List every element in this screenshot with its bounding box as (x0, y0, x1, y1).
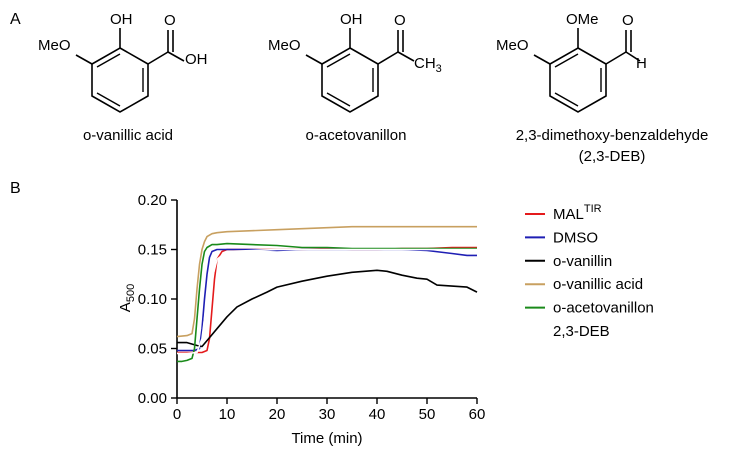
legend-label-4: o-vanillic acid (553, 276, 643, 293)
x-axis-label: Time (min) (291, 430, 362, 447)
ortho-group-label-2: OH (340, 11, 363, 28)
legend-label-1: MALTIR (553, 203, 602, 223)
methoxy-label-3: MeO (496, 37, 529, 54)
x-tick-label: 0 (173, 406, 181, 423)
carbonyl-oxygen-label-3: O (622, 12, 634, 29)
carbonyl-oxygen-label-2: O (394, 12, 406, 29)
methoxy-label-2: MeO (268, 37, 301, 54)
methoxy-label-1: MeO (38, 37, 71, 54)
substituent-label-3: H (636, 55, 647, 72)
x-tick-label: 30 (319, 406, 336, 423)
series-line-3 (177, 269, 478, 348)
substituent-label-2: CH3 (414, 55, 442, 75)
chart-series (176, 225, 478, 363)
x-tick-label: 20 (269, 406, 286, 423)
legend-label-5: o-acetovanillon (553, 300, 654, 317)
legend-label-6: 2,3-DEB (553, 323, 610, 340)
y-tick-label: 0.05 (138, 341, 167, 358)
y-axis-label: A500 (117, 284, 137, 312)
chart-legend: MALTIR DMSO o-vanillin o-vanillic acid o-ace… (525, 203, 654, 340)
x-tick-label: 50 (419, 406, 436, 423)
compound-structure-3: OMe MeO O H (496, 11, 647, 113)
series-line-1 (177, 246, 477, 354)
series-line-2 (177, 248, 477, 352)
y-tick-label: 0.00 (138, 390, 167, 407)
compound-name-2: o-acetovanillon (306, 127, 407, 144)
series-line-4 (176, 225, 477, 338)
y-tick-label: 0.10 (138, 291, 167, 308)
legend-label-2: DMSO (553, 229, 598, 246)
ortho-group-label-3: OMe (566, 11, 599, 28)
legend-label-3: o-vanillin (553, 253, 612, 270)
compound-structure-2: OH MeO O CH3 (268, 11, 442, 113)
compound-structure-1: OH MeO O OH (38, 11, 208, 113)
compound-name-1: o-vanillic acid (83, 127, 173, 144)
chart-tick-labels: 0.00 0.05 0.10 0.15 0.20 0 10 20 30 40 50 60 (138, 192, 486, 423)
panel-a-label: A (10, 11, 21, 28)
ortho-group-label-1: OH (110, 11, 133, 28)
x-tick-label: 40 (369, 406, 386, 423)
substituent-label-1: OH (185, 51, 208, 68)
y-tick-label: 0.20 (138, 192, 167, 209)
compound-name-3-line2: (2,3-DEB) (579, 148, 646, 165)
compound-name-3: 2,3-dimethoxy-benzaldehyde (516, 127, 709, 144)
x-tick-label: 10 (219, 406, 236, 423)
panel-b-label: B (10, 180, 21, 197)
series-line-6 (177, 248, 477, 355)
chart-axes (171, 199, 478, 404)
carbonyl-oxygen-label-1: O (164, 12, 176, 29)
series-line-5 (177, 242, 477, 363)
chart: 0.00 0.05 0.10 0.15 0.20 0 10 20 30 40 50 60 MALTIR… (117, 192, 654, 447)
y-tick-label: 0.15 (138, 242, 167, 259)
x-tick-label: 60 (469, 406, 486, 423)
